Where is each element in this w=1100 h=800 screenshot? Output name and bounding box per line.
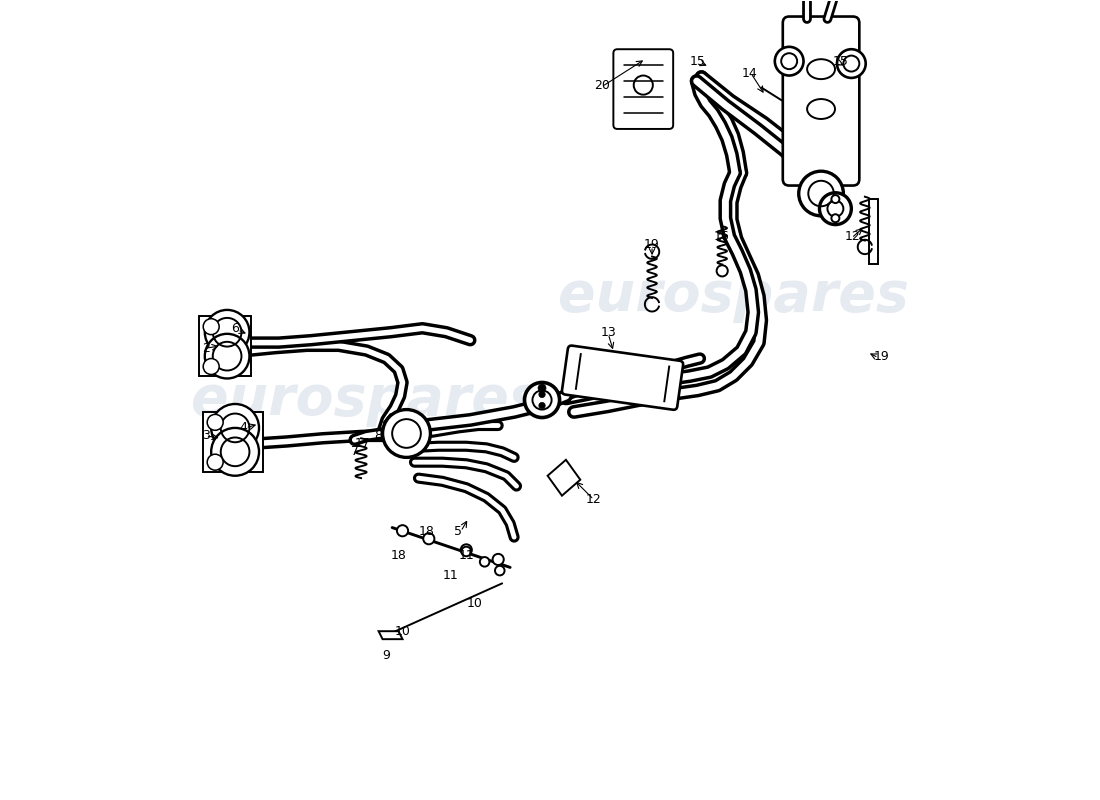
Text: 15: 15 [833,54,849,68]
Text: 3: 3 [201,430,209,442]
Circle shape [211,404,258,452]
Text: 18: 18 [418,525,434,538]
Text: 14: 14 [741,66,757,80]
Text: 4: 4 [239,422,248,434]
Circle shape [462,546,471,556]
Text: 12: 12 [845,230,861,243]
Text: 10: 10 [466,597,482,610]
Text: 17: 17 [354,438,371,450]
Circle shape [716,266,728,277]
Circle shape [832,214,839,222]
Circle shape [207,454,223,470]
Text: 2: 2 [201,342,209,354]
Ellipse shape [807,99,835,119]
Text: eurospares: eurospares [558,270,909,323]
Circle shape [495,566,505,575]
Text: 11: 11 [442,569,459,582]
Text: 20: 20 [594,78,609,91]
Polygon shape [378,631,403,639]
Circle shape [424,533,434,544]
Circle shape [207,414,223,430]
FancyBboxPatch shape [562,346,683,410]
Circle shape [204,358,219,374]
Circle shape [538,384,546,392]
FancyBboxPatch shape [783,17,859,186]
Polygon shape [548,460,581,496]
Circle shape [205,310,250,354]
Text: 16: 16 [714,230,729,243]
Text: 7: 7 [351,446,359,458]
Polygon shape [869,199,879,265]
Circle shape [461,544,472,555]
Text: 15: 15 [690,54,705,68]
Circle shape [539,402,546,409]
Circle shape [832,195,839,203]
Text: 10: 10 [395,625,410,638]
Circle shape [205,334,250,378]
Text: 8: 8 [375,430,383,442]
Circle shape [525,382,560,418]
Text: eurospares: eurospares [191,373,542,427]
Circle shape [480,557,490,566]
Circle shape [493,554,504,565]
Text: 12: 12 [586,493,602,506]
Circle shape [837,50,866,78]
Circle shape [211,428,258,476]
Polygon shape [199,316,251,376]
Circle shape [397,525,408,536]
Text: 13: 13 [601,326,616,338]
Circle shape [383,410,430,458]
Ellipse shape [807,59,835,79]
Text: 19: 19 [873,350,890,362]
Text: 5: 5 [454,525,462,538]
FancyBboxPatch shape [614,50,673,129]
Text: 6: 6 [231,322,239,334]
Circle shape [799,171,844,216]
Circle shape [539,391,546,398]
Text: 19: 19 [645,238,660,251]
Text: 18: 18 [390,549,407,562]
Circle shape [774,47,803,75]
Text: 11: 11 [459,549,474,562]
Text: 9: 9 [383,649,390,662]
Polygon shape [204,412,263,472]
Circle shape [204,318,219,334]
Circle shape [820,193,851,225]
